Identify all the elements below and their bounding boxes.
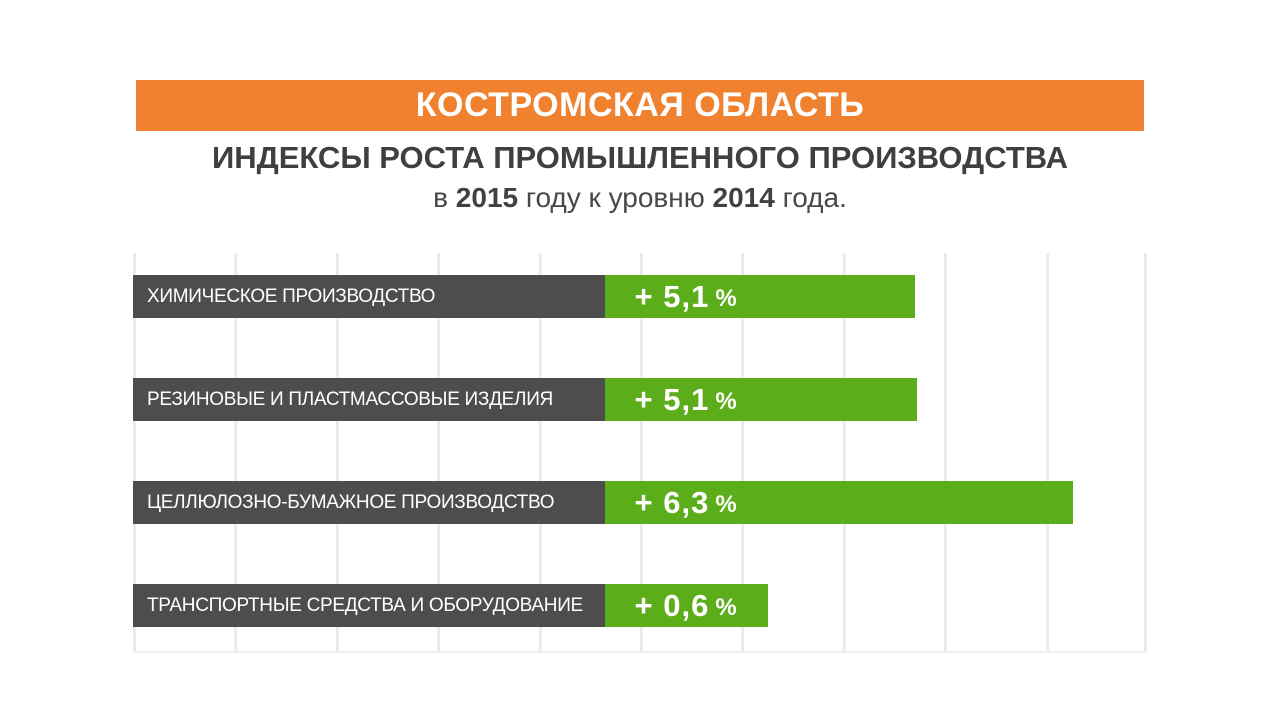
chart-row: РЕЗИНОВЫЕ И ПЛАСТМАССОВЫЕ ИЗДЕЛИЯ + 5,1 …: [133, 378, 1147, 421]
gridline: [538, 253, 542, 651]
chart-row: ЦЕЛЛЮЛОЗНО-БУМАЖНОЕ ПРОИЗВОДСТВО + 6,3 %: [133, 481, 1147, 524]
gridline: [741, 253, 745, 651]
subtitle-year-to: 2014: [712, 182, 775, 213]
subtitle-middle: году к уровню: [518, 182, 713, 213]
value-label: + 6,3: [634, 484, 710, 520]
region-banner-title: КОСТРОМСКАЯ ОБЛАСТЬ: [415, 86, 865, 124]
gridline: [335, 253, 339, 651]
value-label: + 5,1: [634, 278, 710, 314]
gridline: [234, 253, 238, 651]
subtitle-suffix: года.: [774, 182, 847, 213]
chart-subtitle: в 2015 году к уровню 2014 года.: [133, 182, 1147, 214]
category-label: РЕЗИНОВЫЕ И ПЛАСТМАССОВЫЕ ИЗДЕЛИЯ: [133, 378, 605, 421]
value-bar: + 5,1 %: [604, 275, 915, 318]
category-label: ЦЕЛЛЮЛОЗНО-БУМАЖНОЕ ПРОИЗВОДСТВО: [133, 481, 605, 524]
value-bar: + 0,6 %: [604, 584, 768, 627]
category-label: ТРАНСПОРТНЫЕ СРЕДСТВА И ОБОРУДОВАНИЕ: [133, 584, 605, 627]
value-label: + 0,6: [634, 587, 710, 623]
bar-chart: ХИМИЧЕСКОЕ ПРОИЗВОДСТВО + 5,1 % РЕЗИНОВЫ…: [133, 253, 1147, 653]
percent-sign: %: [715, 387, 737, 415]
gridline: [640, 253, 643, 651]
subtitle-prefix: в: [433, 182, 456, 213]
chart-row: ХИМИЧЕСКОЕ ПРОИЗВОДСТВО + 5,1 %: [133, 275, 1147, 318]
value-bar: + 5,1 %: [604, 378, 917, 421]
percent-sign: %: [715, 593, 737, 621]
subtitle-year-from: 2015: [455, 182, 519, 213]
gridline: [133, 253, 136, 651]
gridline: [1144, 253, 1147, 651]
region-banner: КОСТРОМСКАЯ ОБЛАСТЬ: [136, 80, 1144, 131]
value-label: + 5,1: [634, 381, 710, 417]
gridline: [1045, 253, 1049, 651]
gridline: [944, 253, 948, 651]
category-label: ХИМИЧЕСКОЕ ПРОИЗВОДСТВО: [133, 275, 605, 318]
percent-sign: %: [715, 284, 737, 312]
chart-row: ТРАНСПОРТНЫЕ СРЕДСТВА И ОБОРУДОВАНИЕ + 0…: [133, 584, 1147, 627]
percent-sign: %: [715, 490, 737, 518]
gridline: [437, 253, 441, 651]
value-bar: + 6,3 %: [604, 481, 1073, 524]
gridline: [842, 253, 846, 651]
chart-title: ИНДЕКСЫ РОСТА ПРОМЫШЛЕННОГО ПРОИЗВОДСТВА: [211, 140, 1068, 175]
